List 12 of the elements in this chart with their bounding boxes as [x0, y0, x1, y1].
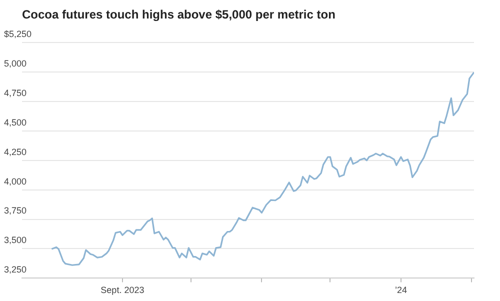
- y-tick-label: 4,500: [4, 117, 27, 128]
- chart-title: Cocoa futures touch highs above $5,000 per metric ton: [22, 8, 336, 22]
- y-tick-label: 4,000: [4, 176, 27, 186]
- y-tick-label: 3,750: [4, 206, 27, 216]
- x-tick-label: ’24: [394, 285, 407, 296]
- x-tick-label: Sept. 2023: [100, 285, 144, 296]
- y-tick-label: 3,250: [4, 264, 27, 275]
- y-tick-label: 4,750: [4, 88, 27, 98]
- y-tick-label: 5,000: [4, 58, 27, 68]
- y-tick-label: 4,250: [4, 146, 27, 157]
- y-tick-label: $5,250: [4, 28, 32, 39]
- y-tick-label: 3,500: [4, 235, 27, 246]
